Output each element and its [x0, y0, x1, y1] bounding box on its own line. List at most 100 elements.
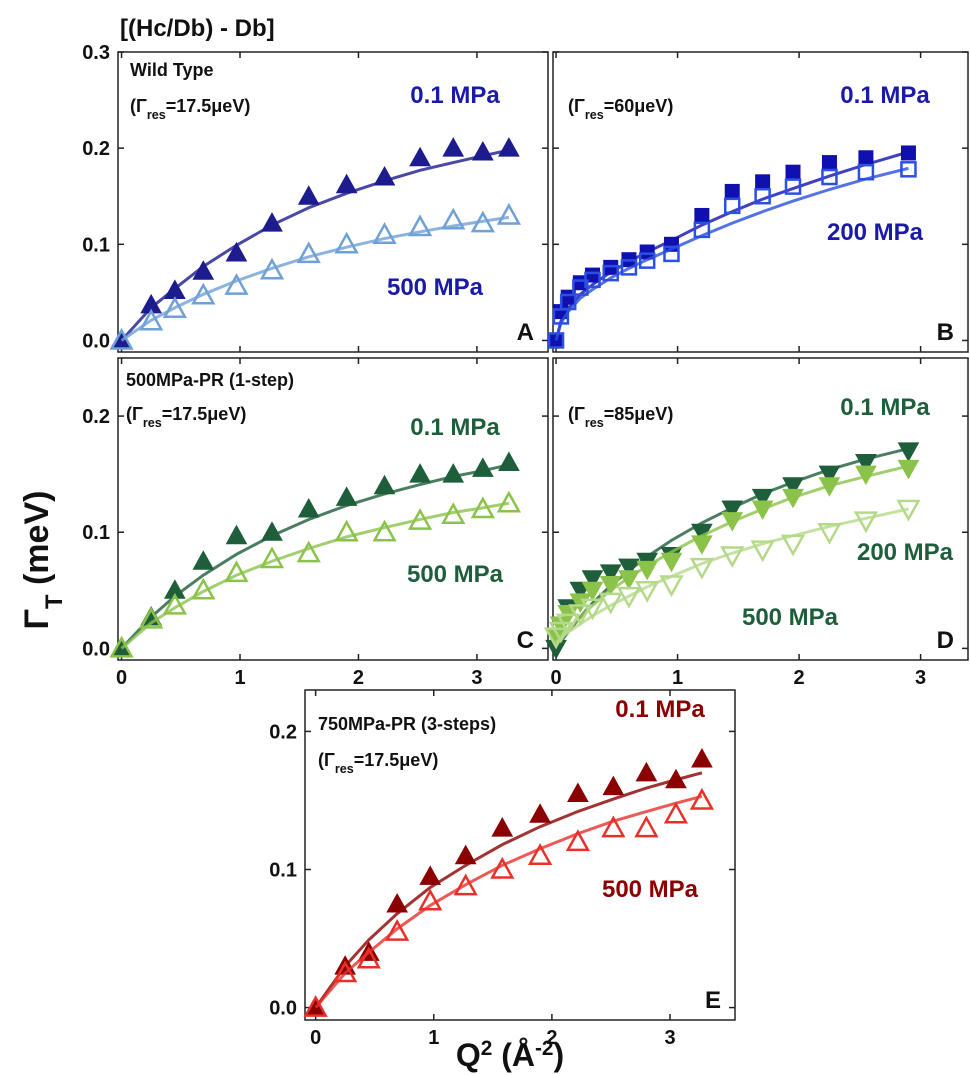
plot-frame — [117, 357, 549, 661]
data-point — [598, 592, 623, 615]
series-label: 500 MPa — [407, 561, 504, 588]
panel-letter: E — [705, 987, 721, 1014]
data-point — [470, 496, 495, 519]
data-point — [565, 829, 591, 852]
data-point — [192, 260, 215, 280]
panel-note: (Γres=17.5μeV) — [318, 750, 438, 776]
text-part: =17.5μeV) — [166, 96, 251, 116]
data-point — [754, 187, 771, 205]
series-label: 0.1 MPa — [615, 696, 705, 723]
fit-line — [554, 464, 909, 645]
panel: 0.0 0.1 0.2 0.3 Wild Type (Γres=17.5μeV) A 0.1 … — [82, 42, 549, 353]
series-label: 500 MPa — [742, 604, 839, 631]
plot-frame — [117, 51, 549, 353]
data-point — [409, 463, 431, 483]
data-point — [821, 155, 837, 171]
data-point — [109, 327, 134, 350]
data-point — [601, 815, 626, 838]
text-part: 2 — [481, 1037, 493, 1060]
data-point — [818, 465, 841, 486]
data-point — [559, 293, 577, 311]
data-point — [858, 150, 874, 166]
data-point — [755, 174, 771, 190]
data-point — [855, 465, 877, 486]
text-part: (Γ — [568, 404, 585, 424]
fit-line — [120, 215, 510, 342]
data-point — [897, 459, 920, 480]
x-axis-label: Q2 (Å-2) — [456, 1037, 564, 1074]
data-point — [724, 183, 740, 199]
data-point — [689, 787, 715, 810]
data-point — [224, 560, 249, 583]
x-tick-label: 1 — [672, 667, 683, 689]
text-part: res — [143, 416, 162, 430]
data-point — [635, 761, 658, 782]
data-point — [543, 627, 569, 650]
panel-letter: D — [937, 627, 954, 654]
data-point — [900, 145, 916, 161]
panel: 0 1 2 3 (Γres=85μeV) D 0.1 MPa 200 MPa 500 MPa — [543, 357, 969, 689]
plot-frame — [552, 357, 969, 661]
data-point — [556, 613, 581, 636]
data-point — [784, 178, 802, 195]
data-point — [192, 550, 215, 570]
data-point — [750, 540, 775, 563]
data-point — [602, 264, 619, 282]
text-part: res — [335, 762, 354, 776]
text-part: -2 — [535, 1037, 554, 1060]
data-point — [407, 508, 433, 530]
text-part: Γ — [18, 609, 56, 629]
data-point — [581, 581, 604, 602]
x-tick-label: 1 — [234, 667, 245, 689]
data-point — [527, 843, 553, 865]
data-point — [618, 570, 640, 590]
data-point — [442, 463, 465, 483]
x-tick-label: 2 — [546, 1027, 557, 1049]
series-label: 500 MPa — [387, 274, 484, 301]
data-point — [616, 586, 642, 609]
data-point — [335, 486, 358, 506]
data-point — [418, 888, 443, 911]
fit-line — [314, 794, 703, 1009]
data-point — [442, 137, 465, 157]
data-point — [638, 252, 656, 269]
data-point — [261, 521, 283, 541]
data-point — [496, 202, 522, 225]
data-point — [373, 165, 396, 186]
panel-title: Wild Type — [130, 60, 214, 80]
data-point — [599, 564, 622, 584]
x-tick-label: 3 — [664, 1027, 675, 1049]
data-point — [441, 207, 466, 230]
data-point — [162, 296, 187, 318]
y-tick-label: 0.2 — [82, 138, 110, 160]
data-point — [296, 241, 321, 264]
y-tick-label: 0.1 — [82, 234, 110, 256]
series-label: 0.1 MPa — [410, 82, 500, 109]
data-point — [297, 497, 320, 518]
data-point — [373, 474, 396, 495]
data-point — [139, 606, 164, 629]
data-point — [333, 960, 358, 983]
text-part: =60μeV) — [604, 96, 674, 116]
data-point — [453, 873, 478, 896]
data-point — [547, 332, 565, 349]
data-point — [296, 540, 321, 563]
panel-title: 750MPa-PR (3-steps) — [318, 714, 496, 734]
data-point — [334, 231, 359, 254]
fit-line — [554, 150, 909, 341]
data-point — [665, 768, 687, 789]
y-tick-label: 0.2 — [82, 406, 110, 428]
data-point — [407, 214, 433, 237]
data-point — [751, 500, 774, 521]
series-label: 200 MPa — [857, 539, 954, 566]
data-point — [689, 557, 714, 580]
panel-title: 500MPa-PR (1-step) — [126, 370, 294, 390]
series-label: 0.1 MPa — [840, 82, 930, 109]
panel-letter: C — [517, 627, 534, 654]
data-point — [548, 621, 574, 644]
data-point — [303, 994, 328, 1017]
data-point — [498, 451, 520, 472]
data-point — [721, 512, 744, 532]
data-point — [691, 535, 713, 555]
